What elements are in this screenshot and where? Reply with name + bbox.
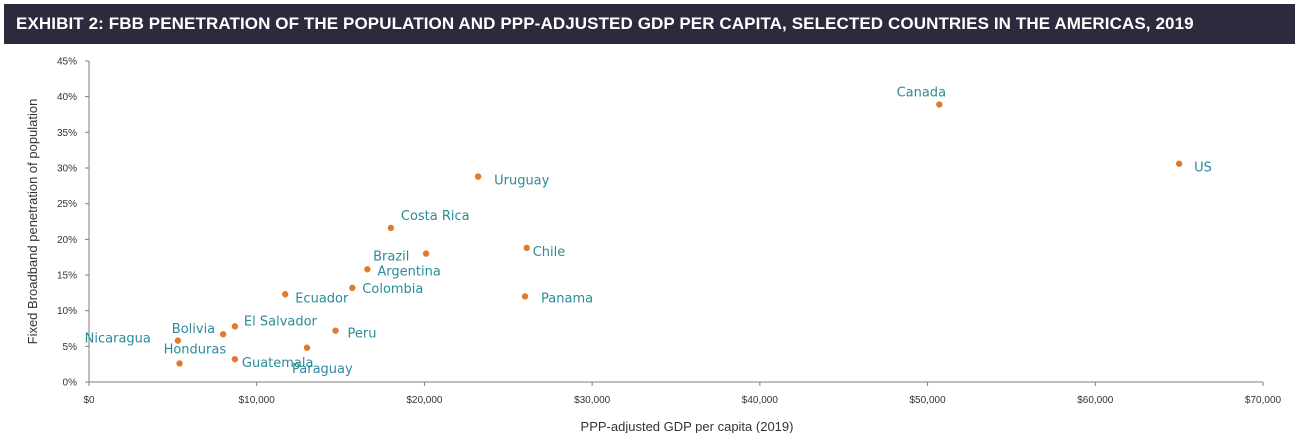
point-label: Costa Rica <box>401 209 470 224</box>
point-label: Ecuador <box>295 291 349 306</box>
y-tick-label: 35% <box>57 128 77 139</box>
data-point <box>1175 160 1183 167</box>
point-label: Canada <box>897 86 946 101</box>
data-point <box>364 266 371 273</box>
data-point <box>474 173 482 180</box>
y-tick-label: 25% <box>57 199 77 210</box>
point-label: Argentina <box>377 264 440 279</box>
y-tick-label: 40% <box>57 92 77 103</box>
data-point <box>349 284 356 292</box>
point-label: Colombia <box>362 282 423 297</box>
data-point <box>521 293 529 300</box>
data-point <box>303 344 311 351</box>
y-tick-label: 0% <box>63 378 78 389</box>
data-point <box>231 323 239 330</box>
data-point <box>936 101 943 108</box>
x-axis-title: PPP-adjusted GDP per capita (2019) <box>581 419 794 433</box>
x-tick-label: $10,000 <box>239 395 276 406</box>
point-label: Uruguay <box>494 174 550 189</box>
data-point <box>523 244 530 252</box>
point-label: Paraguay <box>292 362 353 377</box>
data-point <box>176 360 183 367</box>
y-axis-title: Fixed Broadband penetration of populatio… <box>25 99 40 345</box>
data-point <box>219 331 227 338</box>
data-point <box>387 224 395 232</box>
point-label: Peru <box>348 327 377 342</box>
y-tick-label: 30% <box>57 164 77 175</box>
point-label: Bolivia <box>172 322 215 337</box>
x-tick-label: $20,000 <box>406 395 443 406</box>
data-point <box>332 327 339 334</box>
y-tick-label: 5% <box>63 342 78 353</box>
point-label: Panama <box>541 291 593 306</box>
data-point <box>174 337 182 344</box>
point-label: Chile <box>533 245 566 260</box>
chart-axes: 0% 5% 10% 15% 20% 25% 30% 35% 40% 45% $0 $10,000 $20… <box>57 57 1282 407</box>
exhibit-title-bar: EXHIBIT 2: FBB PENETRATION OF THE POPULA… <box>4 4 1295 44</box>
point-label: El Salvador <box>244 314 318 329</box>
x-tick-label: $0 <box>83 395 95 406</box>
point-label: US <box>1194 161 1212 176</box>
x-tick-label: $70,000 <box>1245 395 1282 406</box>
x-tick-label: $30,000 <box>574 395 611 406</box>
x-tick-label: $60,000 <box>1077 395 1114 406</box>
point-label: Brazil <box>373 250 409 265</box>
exhibit-title: EXHIBIT 2: FBB PENETRATION OF THE POPULA… <box>16 14 1194 33</box>
y-tick-label: 45% <box>57 57 77 68</box>
chart-points <box>174 101 1183 367</box>
y-tick-label: 20% <box>57 235 77 246</box>
data-point <box>422 250 430 257</box>
data-point <box>231 355 239 363</box>
x-tick-label: $40,000 <box>742 395 779 406</box>
y-tick-label: 15% <box>57 271 77 282</box>
point-label: Guatemala <box>242 356 314 371</box>
y-tick-label: 10% <box>57 306 77 317</box>
point-label: Honduras <box>164 342 227 357</box>
data-point <box>282 291 289 298</box>
chart-point-labels: Canada US Uruguay Costa Rica Chile BrazilArge… <box>85 86 1212 377</box>
x-tick-label: $50,000 <box>909 395 946 406</box>
point-label: Nicaragua <box>85 332 151 347</box>
